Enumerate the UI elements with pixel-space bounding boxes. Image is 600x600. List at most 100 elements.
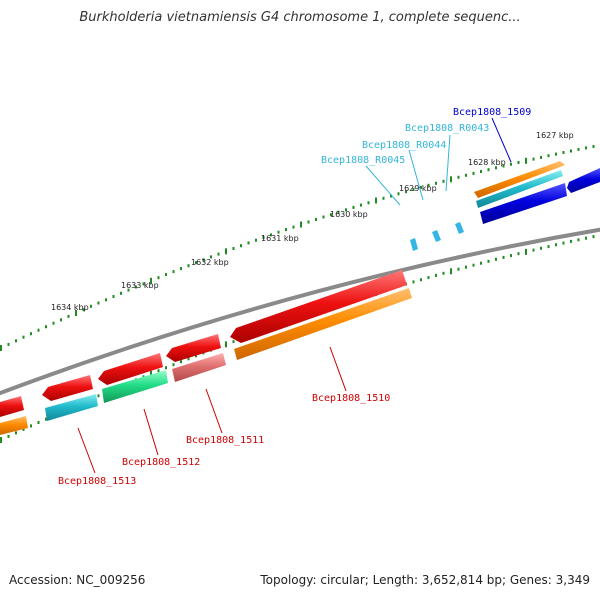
minor-tick	[217, 252, 220, 256]
gene-left-red-arrow[interactable]	[0, 396, 24, 417]
minor-tick	[517, 161, 520, 164]
tick-label: 1631 kbp	[261, 234, 299, 243]
tick-label: 1634 kbp	[51, 303, 89, 312]
minor-tick	[180, 267, 182, 271]
tick-label: 1632 kbp	[191, 258, 229, 267]
minor-tick	[322, 215, 325, 219]
minor-tick	[487, 168, 490, 172]
major-tick	[450, 268, 452, 275]
major-tick	[300, 221, 302, 228]
gene-1513-red-arrow[interactable]	[42, 375, 93, 401]
gene-label-r0045[interactable]: Bcep1808_R0045	[321, 155, 405, 166]
gene-1510-orange-arrow[interactable]	[234, 288, 412, 360]
minor-tick	[337, 210, 340, 214]
minor-tick	[435, 273, 437, 277]
minor-tick	[7, 434, 10, 438]
minor-tick	[472, 171, 475, 175]
tick-labels: 1627 kbp 1628 kbp 1629 kbp 1630 kbp 1631…	[51, 131, 574, 312]
minor-tick	[30, 424, 32, 428]
major-tick	[0, 345, 2, 351]
minor-tick	[442, 179, 445, 183]
rna-r0043-arrow[interactable]	[455, 222, 464, 234]
minor-tick	[427, 183, 430, 187]
minor-tick	[195, 261, 197, 265]
gene-blue-arrow-right[interactable]	[567, 168, 600, 193]
minor-tick	[172, 270, 175, 274]
minor-tick	[495, 166, 497, 170]
minor-tick	[532, 248, 535, 252]
minor-tick	[412, 280, 415, 284]
minor-tick	[157, 369, 160, 373]
minor-tick	[52, 321, 55, 325]
gene-1508-cyan-arrow[interactable]	[476, 170, 563, 208]
minor-tick	[240, 244, 242, 248]
minor-tick	[510, 254, 512, 258]
gene-1512-red-arrow[interactable]	[98, 353, 163, 385]
minor-tick	[555, 152, 557, 156]
gene-label-1513[interactable]: Bcep1808_1513	[58, 476, 136, 487]
minor-tick	[292, 225, 295, 229]
minor-tick	[382, 196, 385, 200]
major-tick	[450, 176, 452, 183]
gene-label-1509[interactable]: Bcep1808_1509	[453, 107, 531, 118]
minor-tick	[45, 417, 47, 421]
gene-1509-blue-arrow[interactable]	[480, 183, 567, 224]
gene-1510-red-arrow[interactable]	[230, 270, 407, 343]
gene-1512-green-arrow[interactable]	[102, 370, 168, 403]
minor-tick	[577, 238, 580, 242]
minor-tick	[465, 173, 467, 177]
tick-label: 1629 kbp	[399, 184, 437, 193]
minor-tick	[562, 241, 565, 245]
gene-label-r0044[interactable]: Bcep1808_R0044	[362, 140, 446, 151]
minor-tick	[120, 291, 122, 295]
major-tick	[375, 197, 377, 204]
gene-label-1510[interactable]: Bcep1808_1510	[312, 393, 390, 404]
minor-tick	[172, 363, 175, 367]
gene-1511-pink-arrow[interactable]	[172, 353, 226, 382]
minor-tick	[555, 243, 557, 247]
gene-label-r0043[interactable]: Bcep1808_R0043	[405, 123, 489, 134]
minor-tick	[480, 261, 482, 265]
minor-tick	[127, 288, 130, 292]
gene-labels: Bcep1808_1509 Bcep1808_R0043 Bcep1808_R0…	[58, 107, 531, 487]
major-tick	[525, 248, 527, 255]
major-tick	[150, 370, 152, 377]
minor-tick	[82, 308, 85, 312]
chromosome-backbone	[0, 227, 600, 396]
gene-left-orange-arrow[interactable]	[0, 416, 28, 435]
major-tick	[225, 248, 227, 255]
major-tick	[525, 157, 527, 164]
forward-genes	[0, 161, 600, 417]
minor-tick	[585, 146, 587, 150]
minor-tick	[90, 304, 92, 308]
minor-tick	[187, 357, 190, 361]
minor-tick	[187, 264, 190, 268]
tick-label: 1627 kbp	[536, 131, 574, 140]
minor-tick	[232, 247, 235, 250]
minor-tick	[285, 228, 287, 232]
gene-label-1512[interactable]: Bcep1808_1512	[122, 457, 200, 468]
minor-tick	[570, 149, 572, 153]
gene-1508-orange-arrow[interactable]	[474, 161, 565, 198]
minor-tick	[165, 366, 167, 370]
minor-tick	[472, 263, 475, 267]
tick-label: 1630 kbp	[330, 210, 368, 219]
gene-1511-red-arrow[interactable]	[166, 334, 221, 362]
minor-tick	[135, 285, 137, 289]
rna-r0044-arrow[interactable]	[432, 230, 441, 242]
minor-tick	[165, 273, 167, 277]
gene-label-1511[interactable]: Bcep1808_1511	[186, 435, 264, 446]
minor-tick	[510, 162, 512, 166]
minor-tick	[532, 157, 535, 161]
tick-label: 1633 kbp	[121, 281, 159, 290]
gene-1513-cyan-arrow[interactable]	[45, 394, 98, 421]
minor-tick	[540, 246, 542, 250]
minor-tick	[517, 252, 520, 256]
minor-tick	[195, 354, 197, 358]
accession-text: Accession: NC_009256	[9, 573, 146, 587]
minor-tick	[442, 271, 445, 275]
minor-tick	[502, 164, 505, 168]
minor-tick	[315, 218, 317, 221]
minor-tick	[37, 421, 40, 424]
rna-r0045-arrow[interactable]	[410, 238, 418, 251]
